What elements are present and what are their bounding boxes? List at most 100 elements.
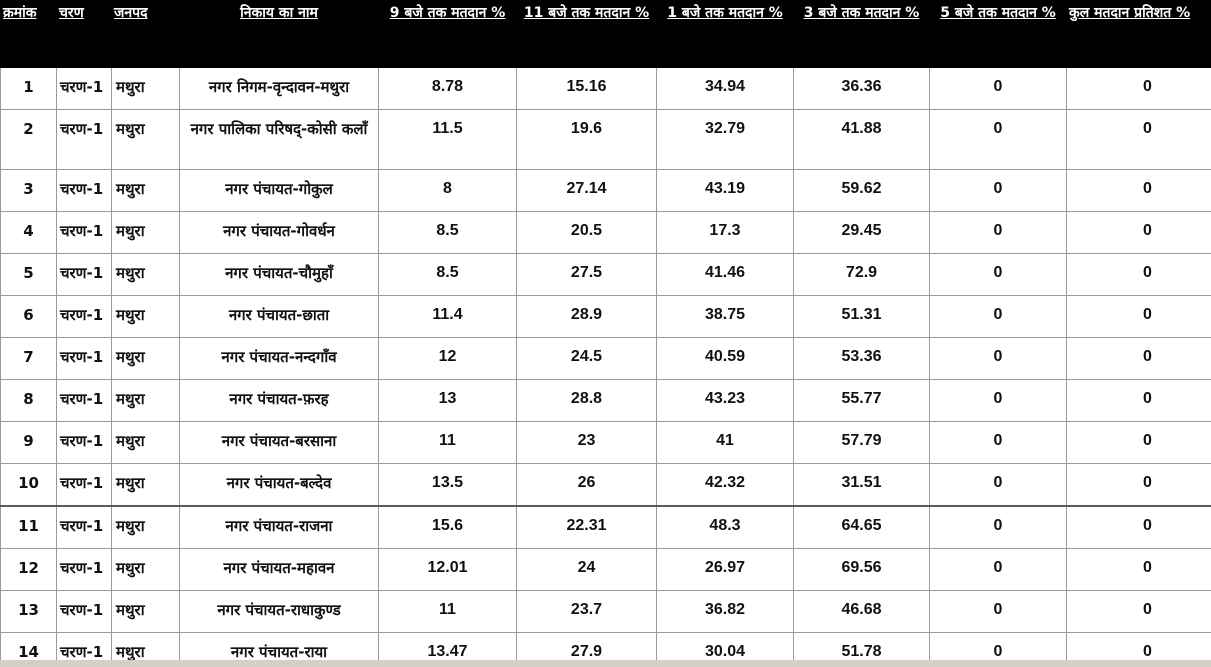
- cell-turnout-5pm[interactable]: 0: [929, 337, 1067, 380]
- cell-turnout-5pm[interactable]: 0: [929, 379, 1067, 422]
- cell-turnout-11am[interactable]: 19.6: [516, 109, 657, 170]
- cell-district[interactable]: मथुरा: [111, 169, 180, 212]
- cell-turnout-11am[interactable]: 23.7: [516, 590, 657, 633]
- cell-turnout-9am[interactable]: 8.5: [378, 211, 517, 254]
- cell-turnout-3pm[interactable]: 51.31: [793, 295, 930, 338]
- cell-turnout-11am[interactable]: 24.5: [516, 337, 657, 380]
- cell-turnout-3pm[interactable]: 31.51: [793, 463, 930, 507]
- cell-turnout-9am[interactable]: 12: [378, 337, 517, 380]
- cell-district[interactable]: मथुरा: [111, 253, 180, 296]
- header-body-name[interactable]: निकाय का नाम: [179, 0, 379, 68]
- cell-serial-no[interactable]: 6: [0, 295, 57, 338]
- cell-district[interactable]: मथुरा: [111, 463, 180, 507]
- cell-turnout-11am[interactable]: 24: [516, 548, 657, 591]
- cell-total-turnout[interactable]: 0: [1066, 505, 1211, 549]
- cell-serial-no[interactable]: 12: [0, 548, 57, 591]
- cell-total-turnout[interactable]: 0: [1066, 463, 1211, 507]
- cell-turnout-5pm[interactable]: 0: [929, 548, 1067, 591]
- cell-serial-no[interactable]: 1: [0, 67, 57, 110]
- cell-serial-no[interactable]: 4: [0, 211, 57, 254]
- cell-turnout-5pm[interactable]: 0: [929, 253, 1067, 296]
- cell-turnout-11am[interactable]: 28.8: [516, 379, 657, 422]
- cell-phase[interactable]: चरण-1: [56, 421, 112, 464]
- cell-body-name[interactable]: नगर पंचायत-चौमुहाँ: [179, 253, 379, 296]
- cell-turnout-11am[interactable]: 27.5: [516, 253, 657, 296]
- cell-turnout-3pm[interactable]: 36.36: [793, 67, 930, 110]
- cell-turnout-9am[interactable]: 8.78: [378, 67, 517, 110]
- cell-district[interactable]: मथुरा: [111, 211, 180, 254]
- cell-total-turnout[interactable]: 0: [1066, 109, 1211, 170]
- cell-turnout-5pm[interactable]: 0: [929, 67, 1067, 110]
- cell-turnout-3pm[interactable]: 69.56: [793, 548, 930, 591]
- cell-body-name[interactable]: नगर पंचायत-राधाकुण्ड: [179, 590, 379, 633]
- cell-turnout-11am[interactable]: 22.31: [516, 505, 657, 549]
- cell-turnout-3pm[interactable]: 72.9: [793, 253, 930, 296]
- cell-total-turnout[interactable]: 0: [1066, 211, 1211, 254]
- cell-district[interactable]: मथुरा: [111, 67, 180, 110]
- header-serial-no[interactable]: क्रमांक: [0, 0, 57, 68]
- header-turnout-5pm[interactable]: 5 बजे तक मतदान %: [929, 0, 1067, 68]
- cell-turnout-9am[interactable]: 13: [378, 379, 517, 422]
- header-turnout-11am[interactable]: 11 बजे तक मतदान %: [516, 0, 657, 68]
- cell-turnout-3pm[interactable]: 29.45: [793, 211, 930, 254]
- cell-turnout-5pm[interactable]: 0: [929, 463, 1067, 507]
- cell-turnout-1pm[interactable]: 26.97: [656, 548, 794, 591]
- cell-turnout-1pm[interactable]: 41: [656, 421, 794, 464]
- cell-body-name[interactable]: नगर पंचायत-गोवर्धन: [179, 211, 379, 254]
- cell-body-name[interactable]: नगर पंचायत-महावन: [179, 548, 379, 591]
- cell-district[interactable]: मथुरा: [111, 109, 180, 170]
- cell-phase[interactable]: चरण-1: [56, 590, 112, 633]
- cell-turnout-11am[interactable]: 27.14: [516, 169, 657, 212]
- cell-total-turnout[interactable]: 0: [1066, 548, 1211, 591]
- cell-turnout-1pm[interactable]: 42.32: [656, 463, 794, 507]
- cell-total-turnout[interactable]: 0: [1066, 337, 1211, 380]
- cell-body-name[interactable]: नगर निगम-वृन्दावन-मथुरा: [179, 67, 379, 110]
- cell-body-name[interactable]: नगर पंचायत-गोकुल: [179, 169, 379, 212]
- cell-turnout-1pm[interactable]: 40.59: [656, 337, 794, 380]
- cell-body-name[interactable]: नगर पंचायत-राजना: [179, 505, 379, 549]
- cell-turnout-9am[interactable]: 8.5: [378, 253, 517, 296]
- cell-turnout-9am[interactable]: 11: [378, 590, 517, 633]
- cell-serial-no[interactable]: 2: [0, 109, 57, 170]
- cell-body-name[interactable]: नगर पंचायत-फ़रह: [179, 379, 379, 422]
- cell-turnout-9am[interactable]: 15.6: [378, 505, 517, 549]
- cell-turnout-5pm[interactable]: 0: [929, 109, 1067, 170]
- cell-turnout-9am[interactable]: 8: [378, 169, 517, 212]
- cell-serial-no[interactable]: 8: [0, 379, 57, 422]
- cell-turnout-3pm[interactable]: 53.36: [793, 337, 930, 380]
- cell-turnout-1pm[interactable]: 48.3: [656, 505, 794, 549]
- cell-phase[interactable]: चरण-1: [56, 505, 112, 549]
- cell-turnout-11am[interactable]: 28.9: [516, 295, 657, 338]
- cell-turnout-11am[interactable]: 20.5: [516, 211, 657, 254]
- cell-turnout-3pm[interactable]: 57.79: [793, 421, 930, 464]
- cell-serial-no[interactable]: 5: [0, 253, 57, 296]
- cell-phase[interactable]: चरण-1: [56, 109, 112, 170]
- cell-turnout-1pm[interactable]: 43.23: [656, 379, 794, 422]
- cell-total-turnout[interactable]: 0: [1066, 379, 1211, 422]
- cell-turnout-5pm[interactable]: 0: [929, 211, 1067, 254]
- cell-district[interactable]: मथुरा: [111, 295, 180, 338]
- cell-turnout-5pm[interactable]: 0: [929, 421, 1067, 464]
- cell-total-turnout[interactable]: 0: [1066, 590, 1211, 633]
- cell-turnout-11am[interactable]: 15.16: [516, 67, 657, 110]
- cell-turnout-11am[interactable]: 26: [516, 463, 657, 507]
- cell-total-turnout[interactable]: 0: [1066, 169, 1211, 212]
- cell-total-turnout[interactable]: 0: [1066, 295, 1211, 338]
- cell-district[interactable]: मथुरा: [111, 548, 180, 591]
- cell-district[interactable]: मथुरा: [111, 379, 180, 422]
- cell-body-name[interactable]: नगर पंचायत-छाता: [179, 295, 379, 338]
- cell-turnout-5pm[interactable]: 0: [929, 505, 1067, 549]
- cell-district[interactable]: मथुरा: [111, 505, 180, 549]
- cell-turnout-9am[interactable]: 11.4: [378, 295, 517, 338]
- cell-serial-no[interactable]: 11: [0, 505, 57, 549]
- header-turnout-3pm[interactable]: 3 बजे तक मतदान %: [793, 0, 930, 68]
- header-district[interactable]: जनपद: [111, 0, 180, 68]
- cell-turnout-5pm[interactable]: 0: [929, 295, 1067, 338]
- cell-total-turnout[interactable]: 0: [1066, 67, 1211, 110]
- cell-turnout-1pm[interactable]: 41.46: [656, 253, 794, 296]
- cell-turnout-1pm[interactable]: 32.79: [656, 109, 794, 170]
- cell-turnout-3pm[interactable]: 55.77: [793, 379, 930, 422]
- cell-turnout-1pm[interactable]: 38.75: [656, 295, 794, 338]
- cell-turnout-11am[interactable]: 23: [516, 421, 657, 464]
- cell-turnout-9am[interactable]: 12.01: [378, 548, 517, 591]
